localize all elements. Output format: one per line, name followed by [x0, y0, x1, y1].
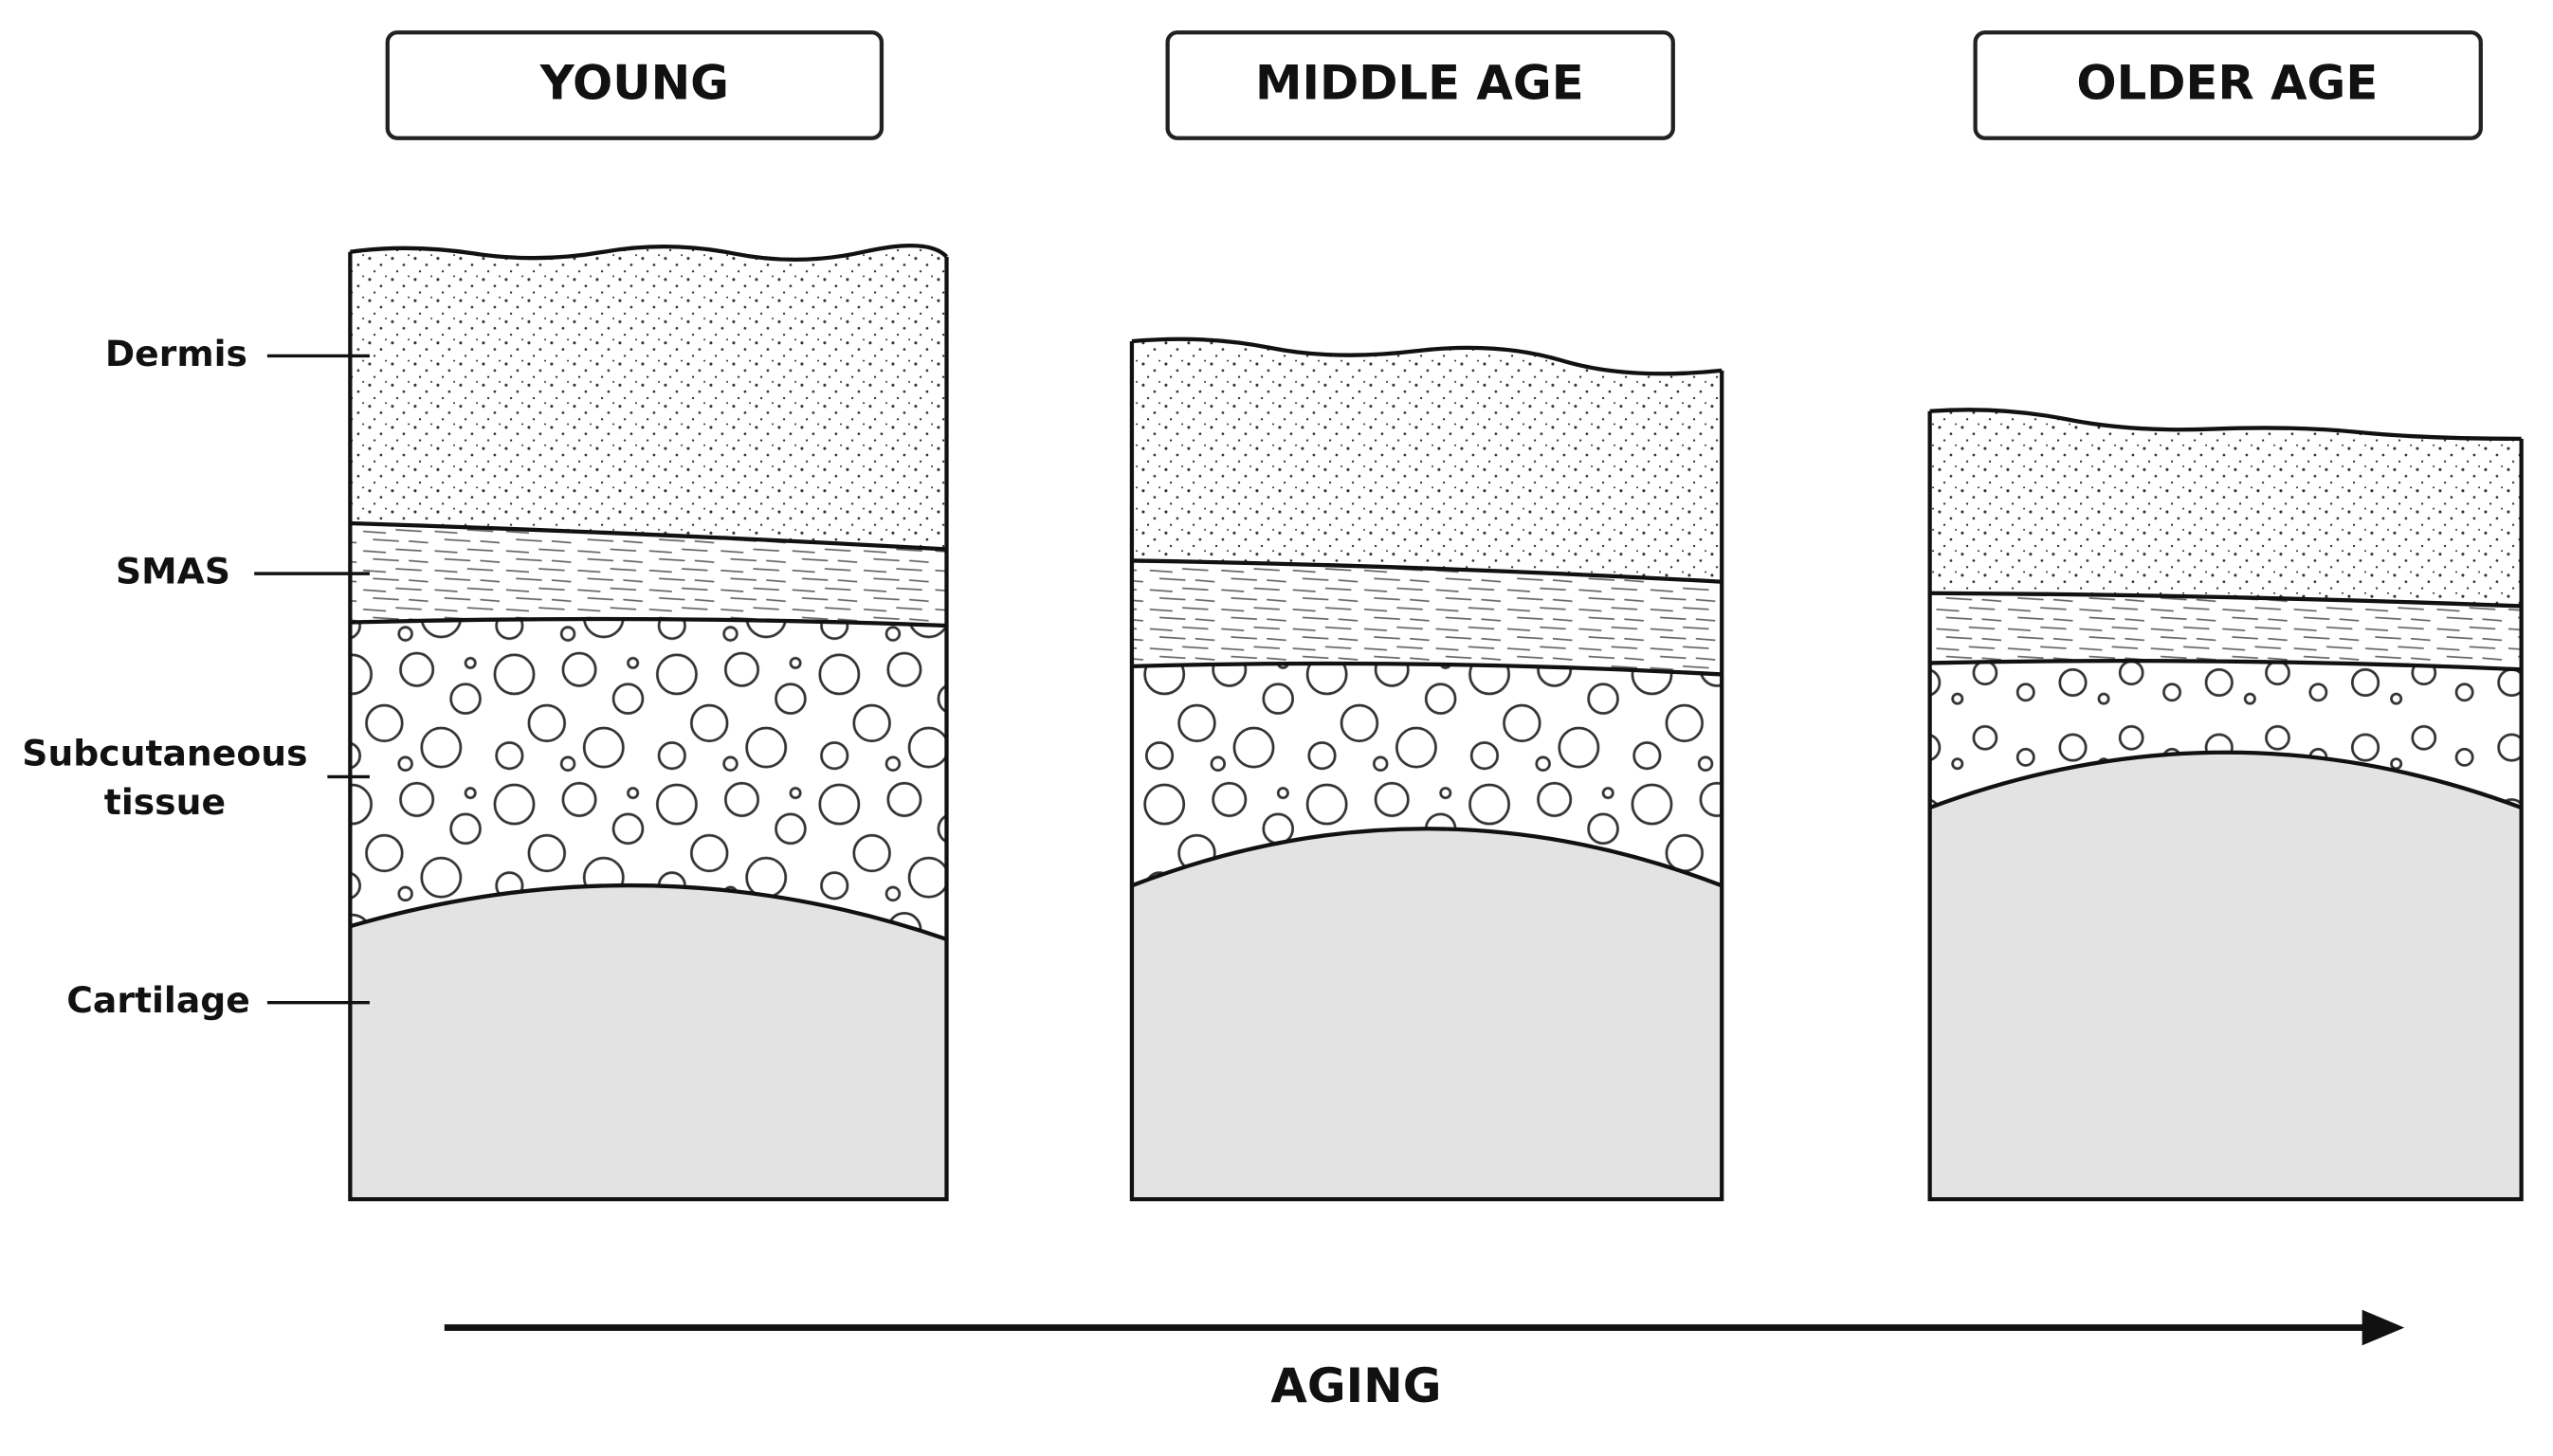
layer-label: SMAS [116, 551, 230, 592]
title-boxes [385, 30, 2483, 140]
skin-panel-young [348, 243, 949, 1202]
panel-title: OLDER AGE [2076, 55, 2378, 110]
panel-title: YOUNG [539, 55, 729, 110]
layer-label: Subcutaneous [22, 733, 307, 774]
skin-panel-middle [1129, 337, 1724, 1202]
layer-label: Cartilage [66, 979, 250, 1021]
arrow-label: AGING [1270, 1358, 1441, 1413]
layer-label: tissue [104, 781, 226, 823]
panel-title: MIDDLE AGE [1255, 55, 1584, 110]
layer-label: Dermis [105, 333, 247, 374]
label-leaders [254, 354, 370, 1005]
aging-arrow [444, 1309, 2405, 1346]
skin-panel-older [1927, 408, 2524, 1202]
